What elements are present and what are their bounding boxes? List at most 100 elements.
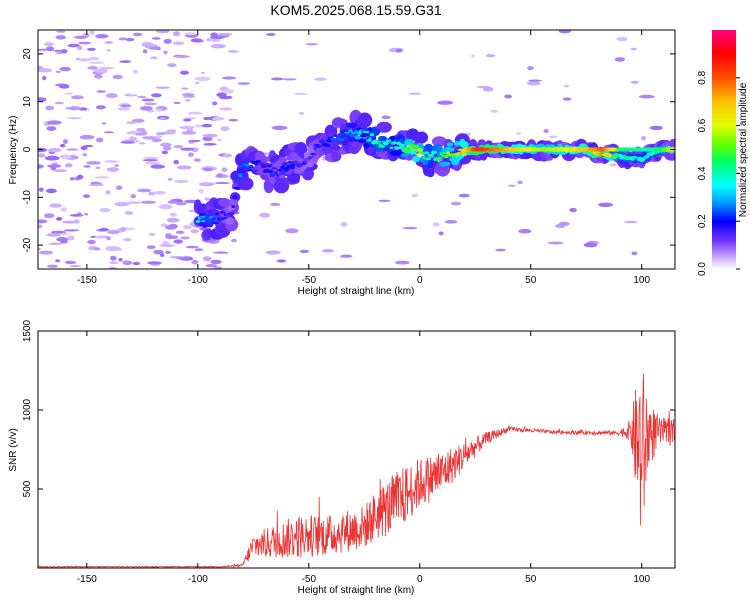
heatmap-cell [237,173,243,178]
heatmap-cell [516,147,519,152]
heatmap-cell [612,147,614,152]
heatmap-cell [357,112,373,128]
heatmap-cell [221,167,228,172]
heatmap-cell [143,156,159,160]
heatmap-cell [313,146,317,151]
spectrogram-heatmap [38,30,675,269]
heatmap-cell [533,147,536,152]
heatmap-cell [220,211,226,214]
heatmap-cell [94,74,103,79]
heatmap-cell [298,112,305,115]
heatmap-cell [336,134,344,138]
heatmap-cell [518,228,532,234]
heatmap-cell [71,95,84,100]
heatmap-cell [199,182,215,187]
heatmap-cell [301,155,305,160]
heatmap-cell [127,201,141,205]
heatmap-cell [465,147,468,152]
heatmap-cell [340,222,348,227]
heatmap-cell [93,68,108,74]
heatmap-cell [492,147,495,152]
heatmap-cell [69,214,84,217]
heatmap-cell [307,146,316,153]
heatmap-cell [190,229,199,233]
heatmap-cell [601,147,604,152]
heatmap-cell [589,147,592,152]
heatmap-cell [69,265,82,268]
heatmap-cell [583,242,598,248]
heatmap-cell [214,212,220,216]
heatmap-cell [411,143,415,148]
heatmap-cell [550,147,553,152]
heatmap-cell [494,147,497,152]
heatmap-cell [53,49,64,52]
heatmap-cell [271,167,277,170]
heatmap-cell [104,41,114,44]
heatmap-cell [560,147,562,152]
heatmap-cell [289,165,295,170]
heatmap-cell [64,260,77,265]
heatmap-cell [517,147,520,152]
heatmap-cell [299,249,310,254]
heatmap-cell [187,111,203,115]
heatmap-cell [114,202,130,207]
heatmap-cell [228,212,235,216]
heatmap-cell [67,43,80,48]
heatmap-cell [59,233,71,236]
heatmap-cell [485,54,496,58]
heatmap-cell [308,156,315,159]
heatmap-cell [190,38,203,43]
heatmap-cell [55,70,61,74]
heatmap-cell [95,34,109,39]
heatmap-cell [616,36,628,42]
heatmap-cell [363,130,370,134]
heatmap-cell [69,177,75,181]
heatmap-cell [140,200,157,204]
heatmap-cell [120,104,132,108]
heatmap-cell [426,157,431,161]
heatmap-cell [195,219,200,224]
heatmap-cell [211,116,225,121]
heatmap-cell [482,86,494,92]
heatmap-cell [59,66,72,72]
heatmap-cell [141,98,155,102]
heatmap-cell [38,187,44,192]
heatmap-cell [142,159,159,162]
heatmap-cell [278,170,284,175]
heatmap-cell [265,163,273,168]
heatmap-cell [55,35,66,40]
heatmap-cell [93,247,101,251]
heatmap-cell [661,147,664,152]
heatmap-cell [263,156,271,162]
heatmap-cell [630,147,633,152]
heatmap-cell [324,143,331,148]
heatmap-cell [217,32,233,36]
heatmap-cell [39,250,54,255]
heatmap-cell [394,149,402,156]
heatmap-cell [269,173,276,178]
heatmap-cell [38,224,43,229]
colorbar-ticks: 0.0 0.2 0.4 0.6 0.8 [697,70,740,276]
heatmap-cell [153,249,164,255]
heatmap-cell [95,105,106,110]
snr-xlabel: Height of straight line (km) [298,585,415,596]
heatmap-cell [150,56,158,60]
heatmap-cell [174,179,189,183]
heatmap-cell [573,147,576,152]
heatmap-cell [202,167,214,172]
heatmap-cell [220,126,230,132]
heatmap-cell [570,147,573,152]
heatmap-cell [402,226,418,230]
heatmap-cell [180,147,195,151]
heatmap-cell [566,147,569,152]
heatmap-cell [630,80,639,84]
heatmap-cell [453,141,461,146]
heatmap-cell [585,147,588,152]
heatmap-cell [633,147,636,152]
heatmap-cell [561,147,564,152]
heatmap-cell [524,147,527,152]
heatmap-cell [235,178,243,181]
heatmap-cell [617,147,620,152]
heatmap-cell [472,147,475,152]
heatmap-cell [45,46,55,52]
